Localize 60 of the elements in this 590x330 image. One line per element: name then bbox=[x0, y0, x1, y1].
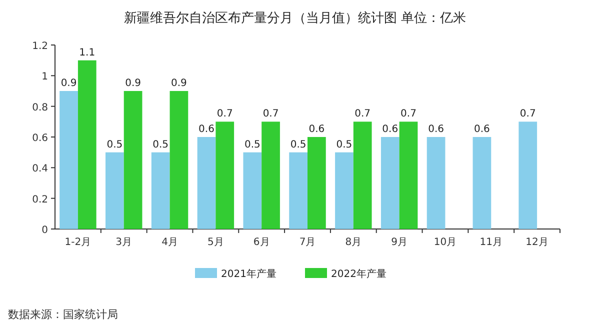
data-label: 0.5 bbox=[152, 139, 169, 150]
x-tick-label: 6月 bbox=[253, 237, 270, 248]
bar bbox=[308, 137, 326, 229]
x-tick-label: 11月 bbox=[480, 237, 503, 248]
y-tick-label: 1.2 bbox=[32, 41, 48, 52]
bar bbox=[518, 122, 538, 229]
bar bbox=[216, 122, 234, 229]
y-tick-label: 0.8 bbox=[32, 102, 48, 114]
data-label: 0.6 bbox=[198, 124, 214, 135]
data-label: 0.9 bbox=[171, 78, 187, 89]
x-tick-label: 10月 bbox=[434, 237, 457, 248]
bar bbox=[124, 91, 142, 229]
chart-title: 新疆维吾尔自治区布产量分月（当月值）统计图 单位：亿米 bbox=[124, 11, 466, 26]
data-label: 0.7 bbox=[400, 108, 416, 120]
data-label: 0.7 bbox=[262, 108, 279, 120]
x-tick-label: 5月 bbox=[207, 237, 224, 248]
data-label: 0.5 bbox=[336, 139, 352, 150]
bar bbox=[78, 60, 96, 229]
data-label: 0.7 bbox=[216, 108, 233, 120]
data-label: 0.6 bbox=[382, 124, 398, 135]
x-tick-label: 7月 bbox=[299, 237, 316, 248]
data-label: 0.6 bbox=[428, 124, 444, 135]
x-tick-label: 8月 bbox=[345, 237, 362, 248]
bar bbox=[60, 91, 78, 229]
bar bbox=[335, 152, 354, 229]
y-tick-label: 0.2 bbox=[32, 194, 48, 206]
x-tick-label: 4月 bbox=[162, 237, 178, 248]
bar bbox=[243, 152, 262, 229]
source-note: 数据来源：国家统计局 bbox=[8, 308, 118, 321]
y-tick-label: 1 bbox=[42, 72, 48, 83]
bar bbox=[106, 152, 124, 229]
data-label: 0.7 bbox=[520, 108, 536, 120]
bar bbox=[262, 122, 280, 229]
data-label: 0.6 bbox=[308, 124, 325, 135]
bar bbox=[399, 122, 418, 229]
bar bbox=[289, 152, 308, 229]
y-tick-label: 0.4 bbox=[32, 164, 48, 175]
bar bbox=[170, 91, 188, 229]
x-tick-label: 9月 bbox=[391, 237, 408, 248]
bar bbox=[197, 137, 216, 229]
bar bbox=[353, 122, 372, 229]
x-tick-label: 1-2月 bbox=[64, 237, 92, 248]
bar bbox=[380, 137, 400, 229]
y-tick-label: 0 bbox=[42, 225, 48, 236]
x-tick-label: 3月 bbox=[116, 237, 132, 248]
x-tick-label: 12月 bbox=[526, 237, 548, 248]
y-tick-label: 0.6 bbox=[32, 133, 48, 144]
legend-label: 2022年产量 bbox=[331, 268, 386, 280]
data-label: 0.9 bbox=[125, 78, 141, 89]
bar bbox=[151, 152, 170, 229]
data-label: 0.6 bbox=[474, 124, 490, 135]
data-label: 0.9 bbox=[60, 78, 77, 89]
bar bbox=[426, 137, 446, 229]
data-label: 0.5 bbox=[290, 139, 306, 150]
data-label: 1.1 bbox=[79, 47, 96, 58]
data-label: 0.5 bbox=[106, 139, 123, 150]
legend-label: 2021年产量 bbox=[221, 268, 276, 280]
data-label: 0.7 bbox=[354, 108, 371, 120]
bar bbox=[472, 137, 492, 229]
data-label: 0.5 bbox=[244, 139, 260, 150]
